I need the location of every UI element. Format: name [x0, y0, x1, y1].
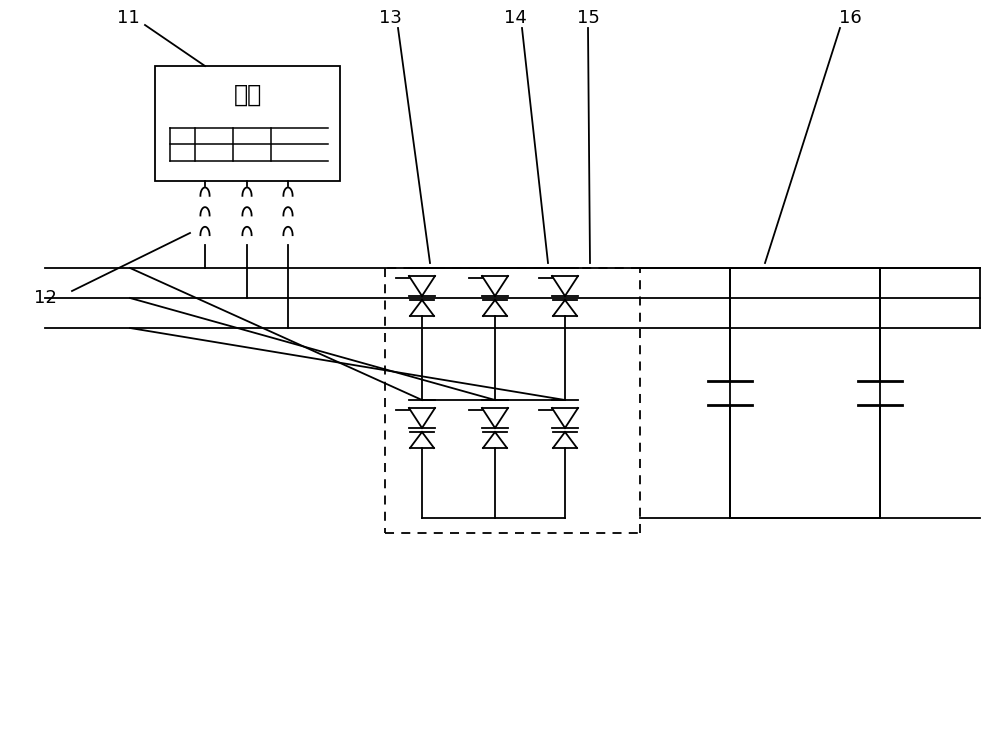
Text: 16: 16 — [839, 9, 861, 27]
Text: 14: 14 — [504, 9, 526, 27]
Text: 11: 11 — [117, 9, 139, 27]
Text: 12: 12 — [34, 289, 56, 307]
Text: 13: 13 — [379, 9, 401, 27]
Text: 15: 15 — [577, 9, 599, 27]
Bar — [155, 66, 340, 181]
Text: 电网: 电网 — [233, 82, 262, 107]
